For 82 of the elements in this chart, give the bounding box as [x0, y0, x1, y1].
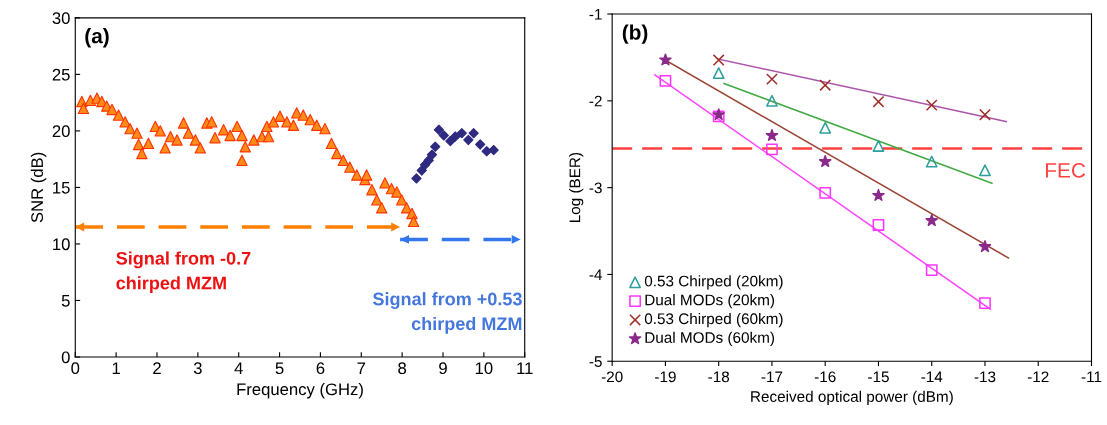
annotation: (a) [85, 28, 109, 48]
x-tick-label: 2 [153, 362, 161, 374]
legend-label: 0.53 Chirped (20km) [644, 275, 783, 290]
point [659, 53, 672, 66]
point [819, 186, 832, 199]
point [819, 79, 832, 92]
x-tick-label: -18 [708, 371, 730, 383]
point [819, 121, 832, 134]
point [765, 128, 779, 142]
y-tick-label: -5 [589, 356, 602, 367]
point [450, 131, 461, 142]
point [468, 127, 479, 139]
legend-label: Dual MODs (20km) [645, 294, 775, 309]
x-tick-label: 8 [398, 362, 407, 375]
x-axis-title: Received optical power (dBm) [751, 390, 953, 406]
point [426, 149, 438, 160]
point [659, 74, 672, 87]
y-axis-title: Log (BER) [569, 152, 584, 223]
x-tick-label: 5 [275, 362, 284, 375]
point [979, 164, 991, 177]
point [433, 124, 445, 135]
y-tick-label: 20 [52, 125, 70, 138]
x-tick-label: 0 [71, 362, 80, 375]
x-tick-label: -13 [974, 371, 996, 383]
point [456, 127, 467, 139]
y-tick-label: 30 [52, 12, 70, 25]
x-axis-title: Frequency (GHz) [237, 382, 363, 399]
point [411, 173, 422, 184]
point [925, 214, 939, 227]
annotation: (b) [622, 24, 648, 44]
x-tick-label: 1 [112, 362, 120, 374]
point [979, 297, 991, 310]
x-tick-label: -14 [921, 371, 943, 383]
x-tick-label: -15 [868, 371, 889, 383]
annotation: Signal from +0.53 chirped MZM [372, 292, 522, 334]
y-tick-label: 10 [53, 238, 70, 251]
y-tick-label: -3 [589, 182, 602, 194]
x-tick-label: 3 [193, 362, 202, 375]
x-tick-label: -12 [1027, 371, 1049, 383]
point [712, 67, 725, 79]
x-tick-label: 10 [475, 362, 493, 375]
x-tick-label: 7 [357, 362, 366, 374]
point [978, 240, 992, 253]
x-tick-label: 4 [234, 362, 243, 374]
x-tick-label: 6 [316, 362, 325, 375]
point [925, 155, 938, 168]
x-tick-label: -16 [814, 371, 836, 383]
point [818, 155, 832, 168]
point [430, 141, 441, 152]
point [925, 264, 938, 277]
legend-label: Dual MODs (60km) [645, 331, 775, 346]
point [488, 144, 499, 156]
point [925, 99, 938, 112]
point [979, 108, 991, 121]
point [712, 54, 725, 66]
x-tick-label: -20 [601, 371, 623, 383]
y-tick-label: 0 [61, 351, 70, 364]
ref-line-label: FEC [1045, 163, 1086, 178]
x-tick-label: -11 [1081, 371, 1102, 383]
point [463, 134, 474, 146]
y-tick-label: 25 [52, 68, 70, 81]
point [766, 73, 778, 86]
point [766, 94, 778, 107]
x-tick-label: -19 [655, 371, 676, 383]
y-tick-label: -2 [589, 95, 602, 107]
point [872, 188, 885, 201]
legend-label: 0.53 Chirped (60km) [644, 312, 783, 328]
x-tick-label: 9 [439, 362, 447, 375]
y-tick-label: -1 [589, 9, 602, 20]
point [475, 139, 486, 150]
point [872, 95, 885, 108]
point [872, 219, 885, 231]
annotation: Signal from -0.7 chirped MZM [116, 251, 251, 294]
y-tick-label: 5 [61, 295, 70, 307]
y-tick-label: -4 [589, 269, 602, 280]
point [438, 130, 449, 141]
y-axis-title: SNR (dB) [30, 152, 47, 223]
point [872, 140, 885, 152]
y-tick-label: 15 [53, 182, 70, 194]
x-tick-label: -17 [761, 371, 783, 383]
x-tick-label: 11 [517, 362, 533, 374]
point [766, 143, 778, 156]
